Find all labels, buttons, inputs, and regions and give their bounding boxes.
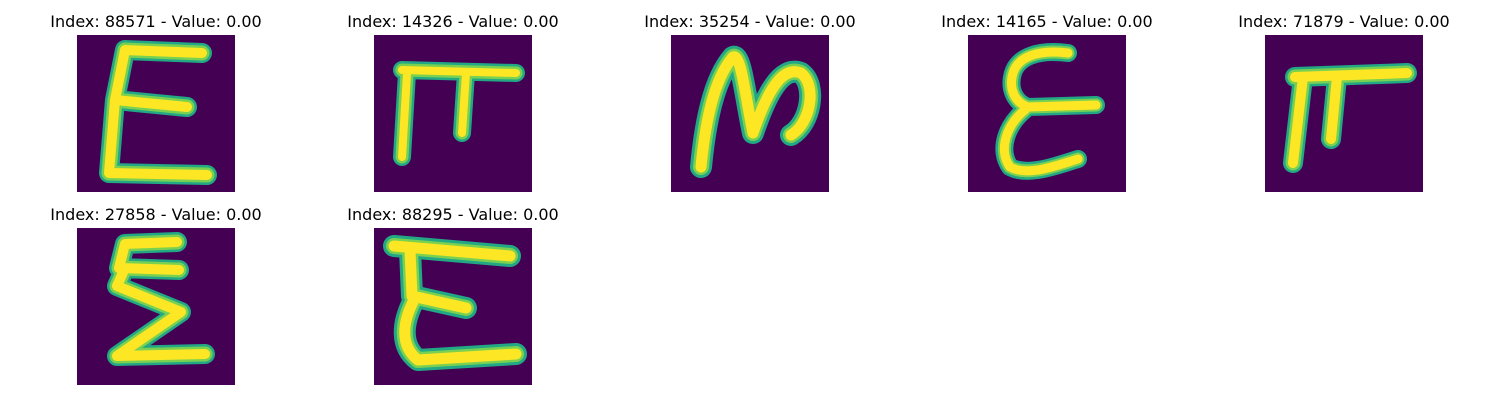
- sample-panel-1: Index: 88571 - Value: 0.00: [6, 0, 306, 192]
- sample-panel-2: Index: 14326 - Value: 0.00: [303, 0, 603, 192]
- glyph-image-epsilon: [968, 35, 1126, 192]
- sample-panel-7: Index: 88295 - Value: 0.00: [303, 193, 603, 385]
- sample-title: Index: 88295 - Value: 0.00: [347, 205, 559, 224]
- sample-panel-5: Index: 71879 - Value: 0.00: [1194, 0, 1494, 192]
- sample-panel-3: Index: 35254 - Value: 0.00: [600, 0, 900, 192]
- glyph-image-pi: [374, 35, 532, 192]
- sample-title: Index: 27858 - Value: 0.00: [50, 205, 262, 224]
- glyph-image-n-script: [671, 35, 829, 192]
- glyph-image-epsilon-bar: [374, 228, 532, 385]
- sample-panel-4: Index: 14165 - Value: 0.00: [897, 0, 1197, 192]
- glyph-image-pi-small: [1265, 35, 1423, 192]
- glyph-image-sigma-tall: [77, 35, 235, 192]
- sample-title: Index: 71879 - Value: 0.00: [1238, 12, 1450, 31]
- sample-title: Index: 14165 - Value: 0.00: [941, 12, 1153, 31]
- sample-title: Index: 35254 - Value: 0.00: [644, 12, 856, 31]
- sample-title: Index: 88571 - Value: 0.00: [50, 12, 262, 31]
- sample-panel-6: Index: 27858 - Value: 0.00: [6, 193, 306, 385]
- glyph-image-sigma: [77, 228, 235, 385]
- sample-title: Index: 14326 - Value: 0.00: [347, 12, 559, 31]
